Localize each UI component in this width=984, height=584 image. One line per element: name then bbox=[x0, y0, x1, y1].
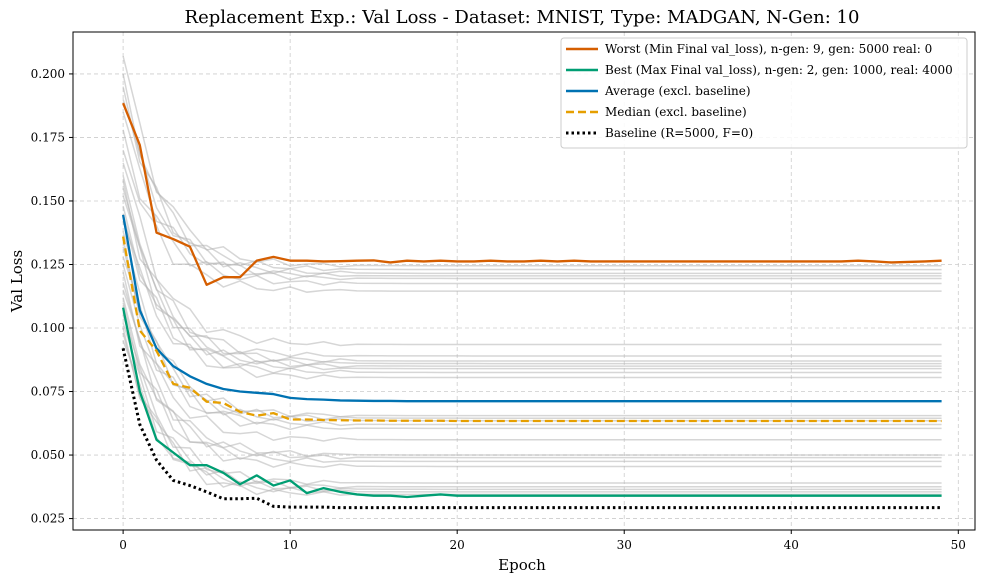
legend-entry-best: Best (Max Final val_loss), n-gen: 2, gen… bbox=[566, 63, 953, 77]
y-tick-label: 0.175 bbox=[31, 130, 65, 144]
y-axis-ticks: 0.025 0.050 0.075 0.100 0.125 0.150 0.175 0.200 bbox=[31, 67, 73, 526]
background-run-line bbox=[122, 238, 942, 421]
background-run-line bbox=[122, 264, 942, 431]
legend-label-median: Median (excl. baseline) bbox=[605, 105, 747, 119]
x-tick-label: 20 bbox=[450, 538, 465, 552]
background-run-line bbox=[122, 162, 942, 347]
legend-label-baseline: Baseline (R=5000, F=0) bbox=[605, 126, 753, 140]
x-tick-label: 10 bbox=[283, 538, 298, 552]
background-run-line bbox=[122, 327, 942, 492]
best-series-line bbox=[121, 307, 942, 499]
background-run-line bbox=[122, 175, 942, 358]
x-axis-label: Epoch bbox=[498, 556, 546, 574]
chart-title: Replacement Exp.: Val Loss - Dataset: MN… bbox=[185, 7, 860, 28]
background-run-line bbox=[122, 297, 942, 463]
legend: Worst (Min Final val_loss), n-gen: 9, ge… bbox=[560, 37, 968, 149]
background-run-line bbox=[122, 213, 942, 374]
baseline-series-line bbox=[121, 348, 942, 510]
x-axis-ticks: 0 10 20 30 40 50 bbox=[119, 530, 966, 552]
background-run-line bbox=[122, 149, 942, 293]
median-series-line bbox=[121, 236, 942, 423]
background-run-line bbox=[122, 340, 942, 496]
background-run-line bbox=[122, 246, 942, 423]
background-run-line bbox=[122, 99, 942, 278]
background-run-line bbox=[122, 73, 942, 272]
legend-label-average: Average (excl. baseline) bbox=[604, 84, 751, 98]
legend-entry-baseline: Baseline (R=5000, F=0) bbox=[566, 126, 753, 140]
background-run-line bbox=[122, 195, 942, 369]
y-tick-label: 0.200 bbox=[31, 67, 65, 81]
background-run-line bbox=[122, 332, 942, 494]
y-tick-label: 0.125 bbox=[31, 257, 65, 271]
legend-entry-worst: Worst (Min Final val_loss), n-gen: 9, ge… bbox=[566, 42, 932, 56]
x-tick-label: 30 bbox=[617, 538, 632, 552]
background-run-line bbox=[122, 221, 942, 380]
legend-entry-median: Median (excl. baseline) bbox=[566, 105, 747, 119]
legend-entry-average: Average (excl. baseline) bbox=[566, 84, 751, 98]
average-series-line bbox=[121, 214, 942, 403]
y-tick-label: 0.075 bbox=[31, 385, 65, 399]
y-axis-label: Val Loss bbox=[8, 250, 26, 313]
y-tick-label: 0.025 bbox=[31, 512, 65, 526]
series-lines bbox=[121, 102, 942, 510]
background-run-line bbox=[122, 282, 942, 458]
legend-box bbox=[560, 37, 968, 149]
background-runs bbox=[122, 55, 942, 496]
y-tick-label: 0.050 bbox=[31, 448, 65, 462]
background-run-line bbox=[122, 129, 942, 286]
background-run-line bbox=[122, 180, 942, 363]
y-tick-label: 0.100 bbox=[31, 321, 65, 335]
background-run-line bbox=[122, 205, 942, 371]
background-run-line bbox=[122, 302, 942, 468]
y-tick-label: 0.150 bbox=[31, 194, 65, 208]
legend-label-worst: Worst (Min Final val_loss), n-gen: 9, ge… bbox=[605, 42, 932, 56]
x-tick-label: 50 bbox=[951, 538, 966, 552]
background-run-line bbox=[122, 271, 942, 442]
x-tick-label: 40 bbox=[784, 538, 799, 552]
plot-frame bbox=[72, 31, 976, 531]
legend-label-best: Best (Max Final val_loss), n-gen: 2, gen… bbox=[605, 63, 953, 77]
worst-series-line bbox=[122, 102, 942, 286]
x-tick-label: 0 bbox=[119, 538, 127, 552]
background-run-line bbox=[122, 111, 942, 281]
background-run-line bbox=[122, 86, 942, 275]
